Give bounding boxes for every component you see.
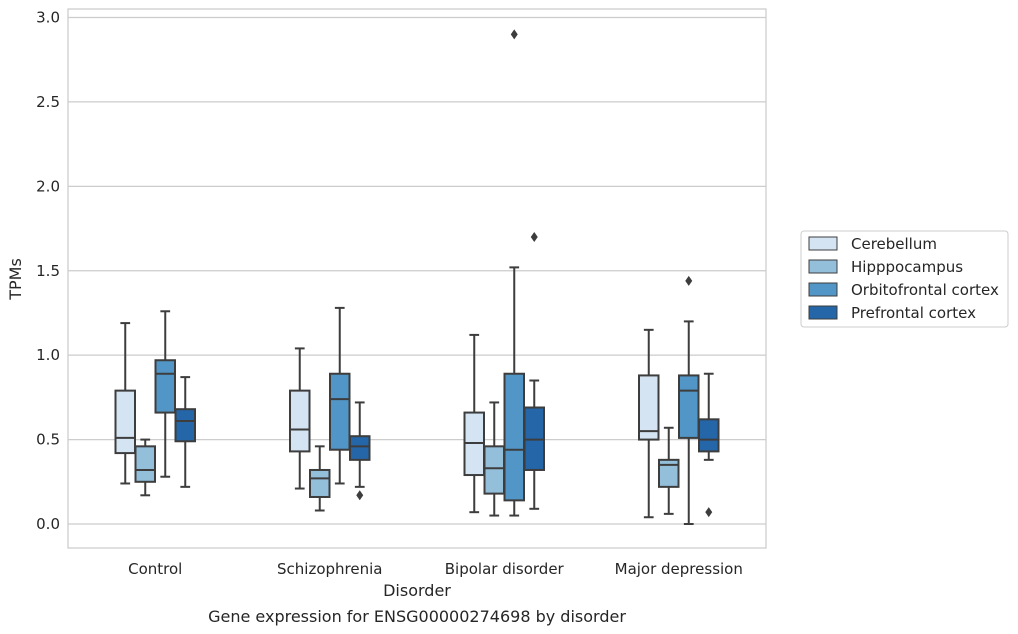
box-iqr	[154, 359, 176, 414]
y-tick-label: 0.0	[36, 515, 60, 533]
y-tick-label: 1.0	[36, 346, 60, 364]
x-axis-label: Disorder	[383, 581, 451, 600]
box-group	[698, 372, 720, 518]
legend-label: Orbitofrontal cortex	[851, 281, 999, 299]
box-group	[154, 310, 176, 478]
box-group	[309, 445, 331, 512]
outlier-point	[510, 29, 518, 40]
box-iqr	[678, 374, 700, 439]
chart-caption: Gene expression for ENSG00000274698 by d…	[208, 607, 626, 626]
box-iqr	[349, 435, 371, 461]
box-iqr	[329, 372, 351, 451]
x-tick-label: Bipolar disorder	[445, 560, 565, 578]
box-iqr	[309, 468, 331, 498]
outlier-point	[705, 507, 713, 518]
box-iqr	[638, 374, 660, 441]
y-tick-label: 2.0	[36, 177, 60, 195]
y-tick-label: 0.5	[36, 431, 60, 449]
outlier-point	[530, 231, 538, 242]
x-tick-label: Major depression	[615, 560, 743, 578]
y-axis-label: TPMs	[6, 258, 25, 301]
boxes-layer	[114, 29, 720, 525]
gridlines	[68, 16, 766, 525]
box-group	[289, 347, 311, 490]
legend: Cerebellum Hipppocampus Orbitofrontal cort…	[800, 230, 1009, 328]
box-iqr	[174, 408, 196, 443]
box-iqr	[483, 445, 505, 495]
box-group	[463, 333, 485, 514]
legend-label: Hipppocampus	[851, 258, 963, 276]
box-group	[658, 426, 680, 515]
outlier-point	[685, 275, 693, 286]
legend-swatch	[808, 236, 838, 251]
legend-label: Cerebellum	[851, 235, 937, 253]
box-group	[114, 322, 136, 485]
box-group	[349, 401, 371, 501]
box-group	[678, 275, 700, 525]
box-iqr	[134, 445, 156, 483]
plot-frame	[67, 8, 767, 549]
box-iqr	[658, 458, 680, 488]
box-iqr	[114, 389, 136, 455]
box-group	[483, 401, 505, 517]
y-tick-label: 3.0	[36, 9, 60, 27]
box-group	[523, 231, 545, 510]
box-group	[134, 438, 156, 497]
x-tick-label: Control	[128, 560, 182, 578]
x-tick-label: Schizophrenia	[277, 560, 382, 578]
legend-label: Prefrontal cortex	[851, 304, 976, 322]
box-iqr	[698, 418, 720, 453]
box-iqr	[289, 389, 311, 453]
y-tick-labels: 0.0 0.5 1.0 1.5 2.0 2.5 3.0	[36, 9, 60, 534]
box-group	[329, 306, 351, 485]
legend-swatch	[808, 282, 838, 297]
box-group	[638, 328, 660, 519]
x-tick-labels: Control Schizophrenia Bipolar disorder Majo…	[128, 560, 743, 578]
outlier-point	[356, 490, 364, 501]
y-tick-label: 2.5	[36, 93, 60, 111]
legend-swatch	[808, 305, 838, 320]
y-tick-label: 1.5	[36, 262, 60, 280]
box-iqr	[503, 372, 525, 502]
legend-swatch	[808, 259, 838, 274]
box-group	[174, 376, 196, 488]
legend-frame	[800, 230, 1009, 328]
